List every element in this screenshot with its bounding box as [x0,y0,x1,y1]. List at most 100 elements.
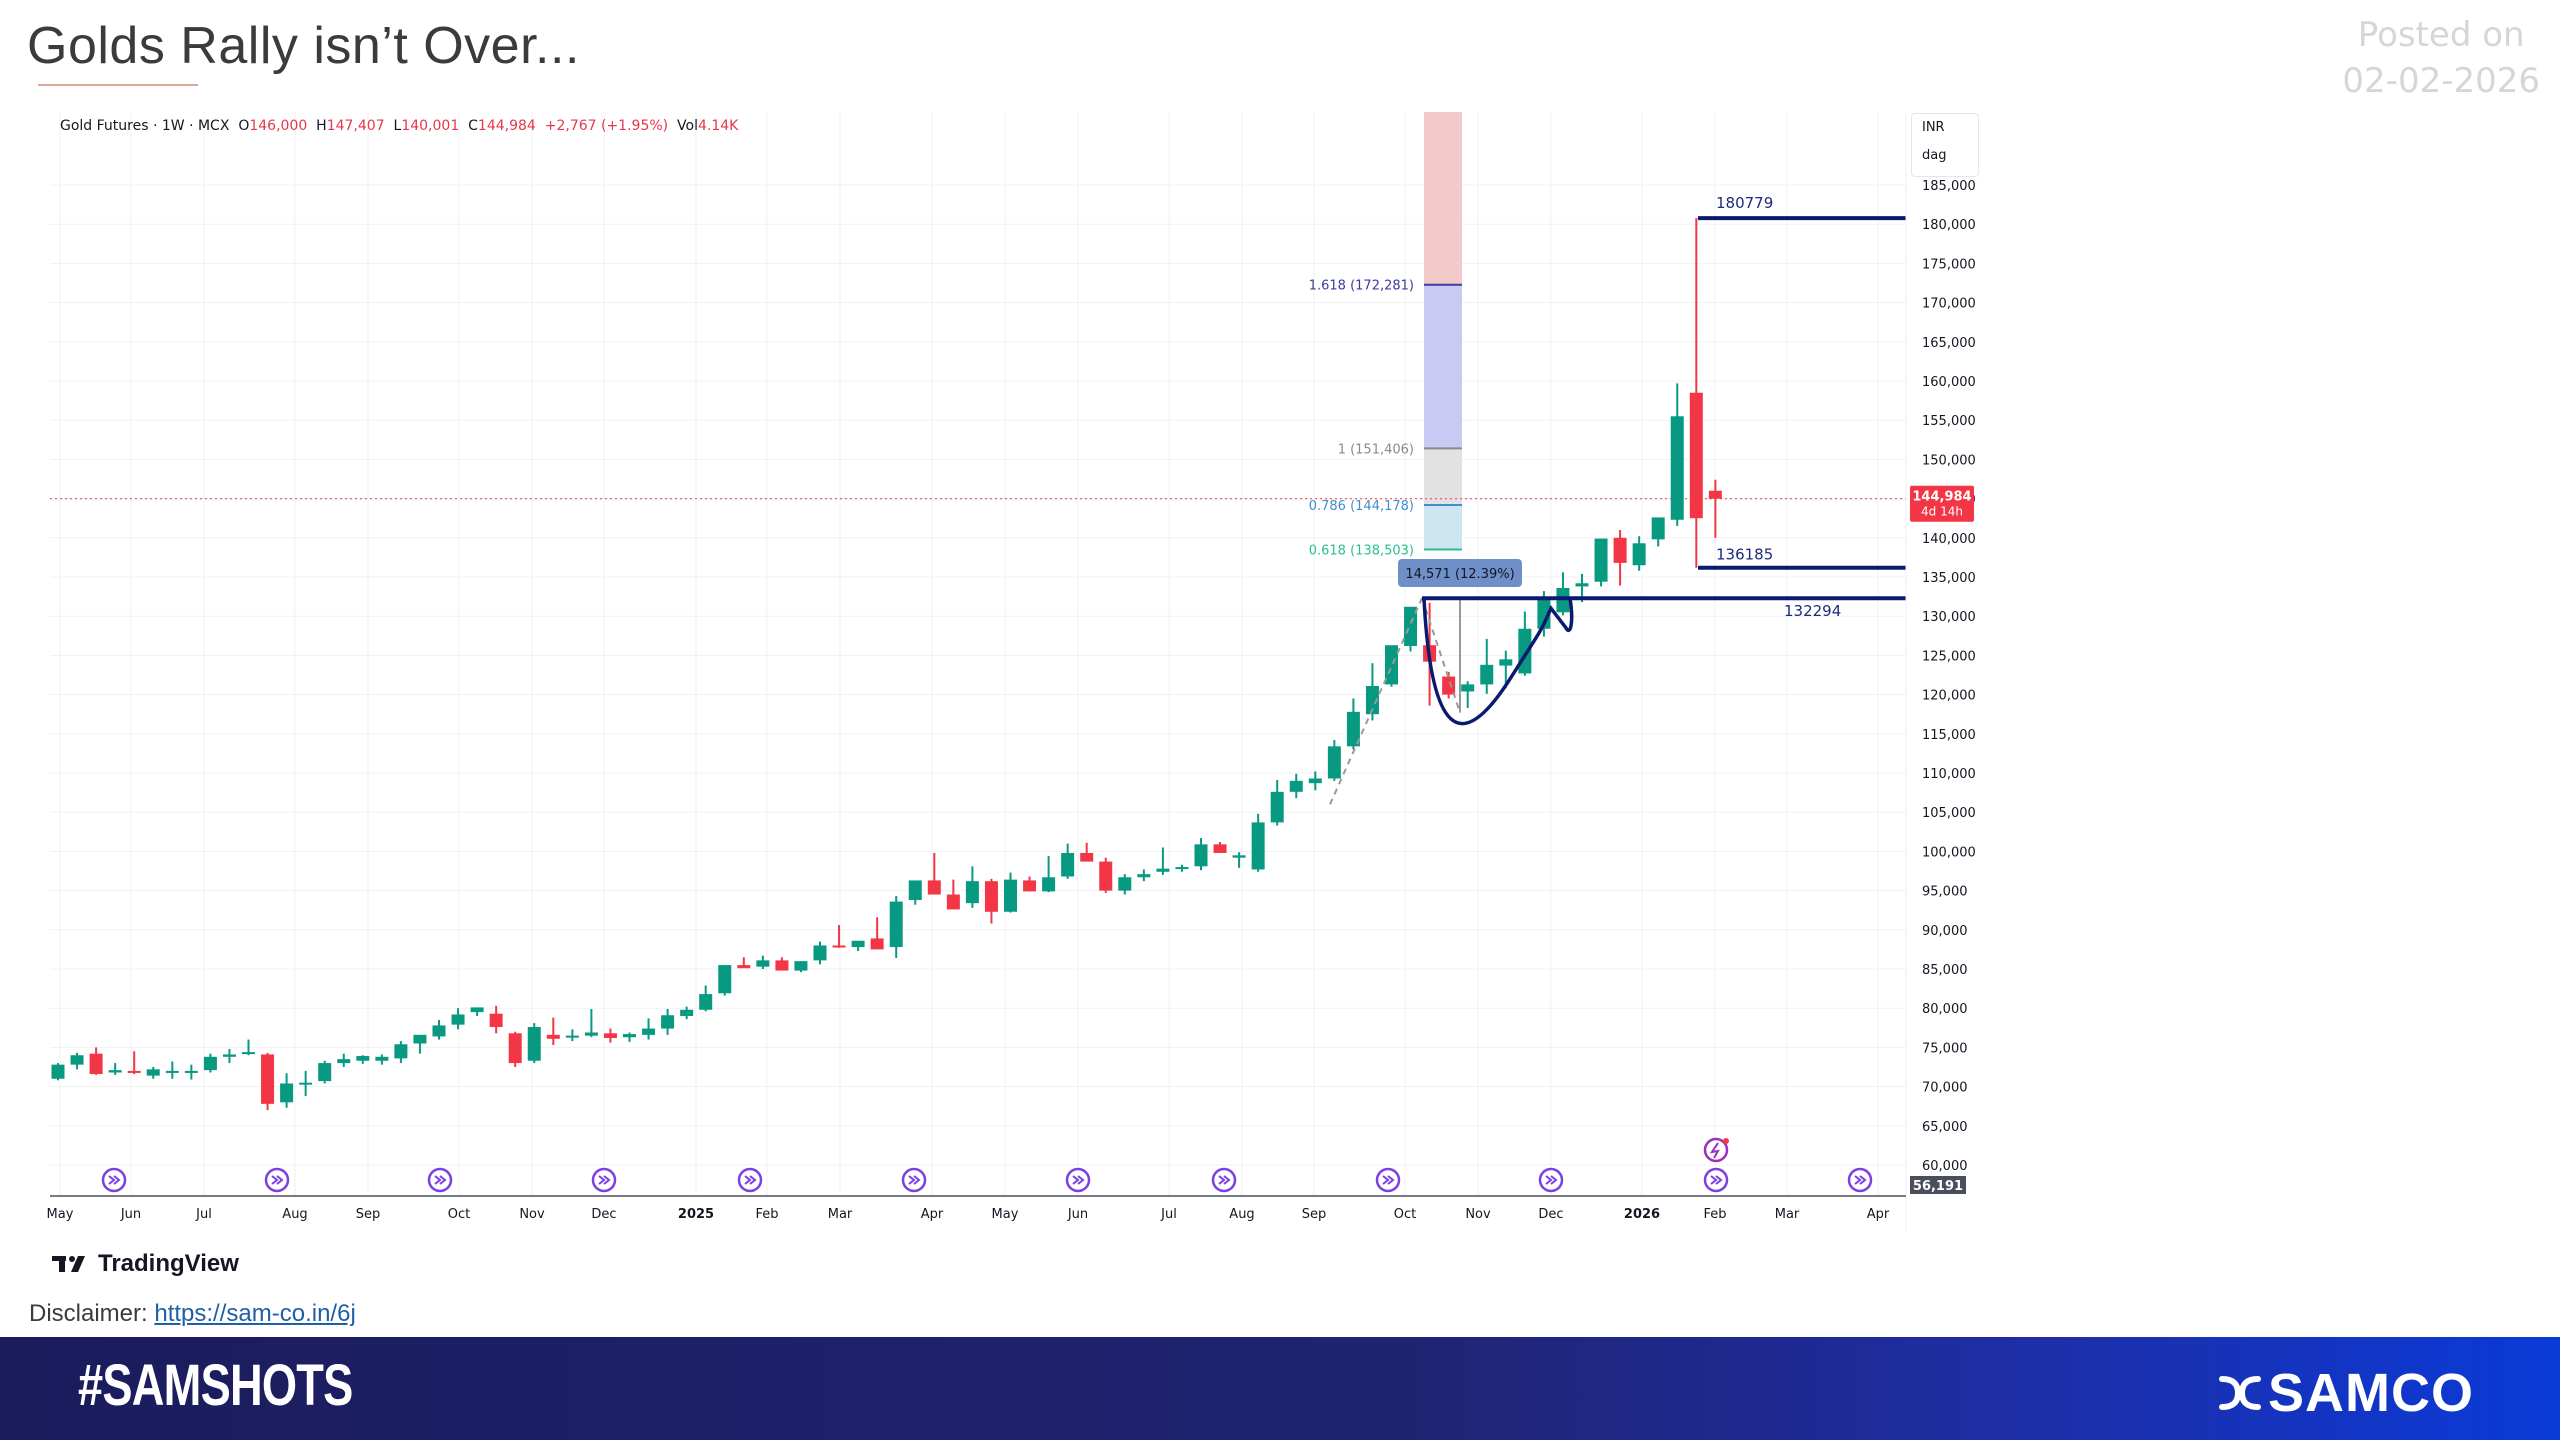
tradingview-logo[interactable]: TradingView [52,1250,239,1278]
measure-label: 14,571 (12.39%) [1405,567,1514,582]
page-title: Golds Rally isn’t Over... [27,17,580,75]
dividend-event-icon[interactable] [1375,1167,1401,1193]
level-label-180779: 180779 [1716,194,1773,212]
open-label: O [238,118,250,134]
samco-swirl-icon [2219,1376,2261,1410]
currency-unit-button[interactable]: INR dag [1911,113,1979,177]
chart-canvas[interactable]: 1.618 (172,281) 1 (151,406) 0.786 (144,178… [0,0,2560,1240]
posted-label: Posted on [2357,15,2525,55]
dividend-event-icon[interactable] [1703,1167,1729,1193]
time-axis[interactable]: May Jun Jul Aug Sep Oct Nov Dec 2025 Feb Mar Apr May… [47,1195,1906,1222]
annotation-drawings[interactable]: 180779 136185 132294 [1329,194,1906,805]
time-tick-label: Aug [1229,1207,1254,1222]
time-tick-label: Nov [519,1207,545,1222]
dividend-event-icon[interactable] [264,1167,290,1193]
price-tick-label: 95,000 [1922,885,1968,900]
price-tick-label: 80,000 [1922,1002,1968,1017]
time-tick-label: Jun [120,1207,141,1222]
price-tick-label: 120,000 [1922,689,1976,704]
close-label: C [468,118,478,134]
posted-on: Posted on 02-02-2026 [2342,12,2540,104]
high-value: 147,407 [326,118,385,134]
fib-level-label: 0.786 (144,178) [1309,499,1414,514]
price-tick-label: 110,000 [1922,767,1976,782]
price-tick-label: 125,000 [1922,649,1976,664]
time-tick-label: 2025 [678,1207,714,1222]
event-markers[interactable] [101,1137,1873,1193]
fib-level-label: 1 (151,406) [1338,442,1414,457]
price-tick-label: 75,000 [1922,1041,1968,1056]
price-tick-label: 160,000 [1922,375,1976,390]
price-tick-label: 175,000 [1922,257,1976,272]
price-tick-label: 155,000 [1922,414,1976,429]
close-value: 144,984 [477,118,536,134]
dividend-event-icon[interactable] [737,1167,763,1193]
time-tick-label: 2026 [1624,1207,1660,1222]
time-tick-label: Feb [1703,1207,1726,1222]
change-value: +2,767 (+1.95%) [544,118,669,134]
candlestick-series [51,218,1722,1111]
dividend-event-icon[interactable] [427,1167,453,1193]
price-tick-label: 65,000 [1922,1120,1968,1135]
dividend-event-icon[interactable] [901,1167,927,1193]
footer-banner [0,1337,2560,1440]
price-tick-label: 180,000 [1922,218,1976,233]
level-label-136185: 136185 [1716,546,1773,564]
time-tick-label: May [47,1207,74,1222]
currency-label: INR [1922,120,1945,135]
disclaimer-link[interactable]: https://sam-co.in/6j [154,1300,356,1327]
low-label: L [393,118,402,134]
chart-grid [50,112,1906,1196]
fib-level-label: 0.618 (138,503) [1309,544,1414,559]
time-tick-label: Oct [448,1207,470,1222]
price-tick-label: 150,000 [1922,453,1976,468]
dividend-event-icon[interactable] [1065,1167,1091,1193]
time-tick-label: Dec [591,1207,616,1222]
fib-extension-tool[interactable]: 1.618 (172,281) 1 (151,406) 0.786 (144,178… [1309,112,1522,587]
dividend-event-icon[interactable] [1211,1167,1237,1193]
dividend-event-icon[interactable] [1847,1167,1873,1193]
disclaimer-label: Disclaimer: [29,1300,148,1327]
bar-countdown: 4d 14h [1921,505,1963,519]
price-tick-label: 90,000 [1922,924,1968,939]
last-price-badge: 144,984 [1912,490,1971,505]
price-tick-label: 185,000 [1922,179,1976,194]
samco-logo: SAMCO [2218,1362,2474,1424]
time-tick-label: Aug [282,1207,307,1222]
price-tick-label: 100,000 [1922,845,1976,860]
posted-date: 02-02-2026 [2342,61,2540,101]
fib-level-label: 1.618 (172,281) [1309,279,1414,294]
open-value: 146,000 [249,118,308,134]
volume-label: Vol [677,118,698,134]
volume-value: 4.14K [697,118,739,134]
price-tick-label: 85,000 [1922,963,1968,978]
time-tick-label: Jun [1067,1207,1088,1222]
earnings-lightning-icon[interactable] [1703,1137,1729,1163]
time-tick-label: Apr [1867,1207,1890,1222]
price-tick-label: 115,000 [1922,728,1976,743]
samshots-hashtag: #SAMSHOTS [78,1353,353,1418]
dividend-event-icon[interactable] [1538,1167,1564,1193]
symbol-label[interactable]: Gold Futures · 1W · MCX [60,118,230,134]
price-tick-label: 140,000 [1922,532,1976,547]
price-tick-label: 135,000 [1922,571,1976,586]
time-tick-label: Sep [356,1207,381,1222]
disclaimer: Disclaimer: https://sam-co.in/6j [29,1300,356,1328]
time-tick-label: Mar [1775,1207,1800,1222]
time-tick-label: Jul [1160,1207,1177,1222]
dividend-event-icon[interactable] [101,1167,127,1193]
low-value: 140,001 [401,118,460,134]
price-axis[interactable]: 60,000 65,000 70,000 75,000 80,000 85,000 90,0… [1905,112,1976,1230]
cup-handle-pattern [1422,597,1574,726]
price-tick-label: 60,000 [1922,1159,1968,1174]
chart-legend: Gold Futures · 1W · MCX O146,000 H147,40… [60,118,738,134]
title-underline [38,84,198,86]
time-tick-label: Sep [1302,1207,1327,1222]
time-tick-label: Dec [1538,1207,1563,1222]
tradingview-wordmark: TradingView [98,1250,239,1277]
time-tick-label: Mar [828,1207,853,1222]
crosshair-price-badge: 56,191 [1913,1179,1963,1194]
price-tick-label: 165,000 [1922,336,1976,351]
unit-label: dag [1922,148,1947,163]
dividend-event-icon[interactable] [591,1167,617,1193]
